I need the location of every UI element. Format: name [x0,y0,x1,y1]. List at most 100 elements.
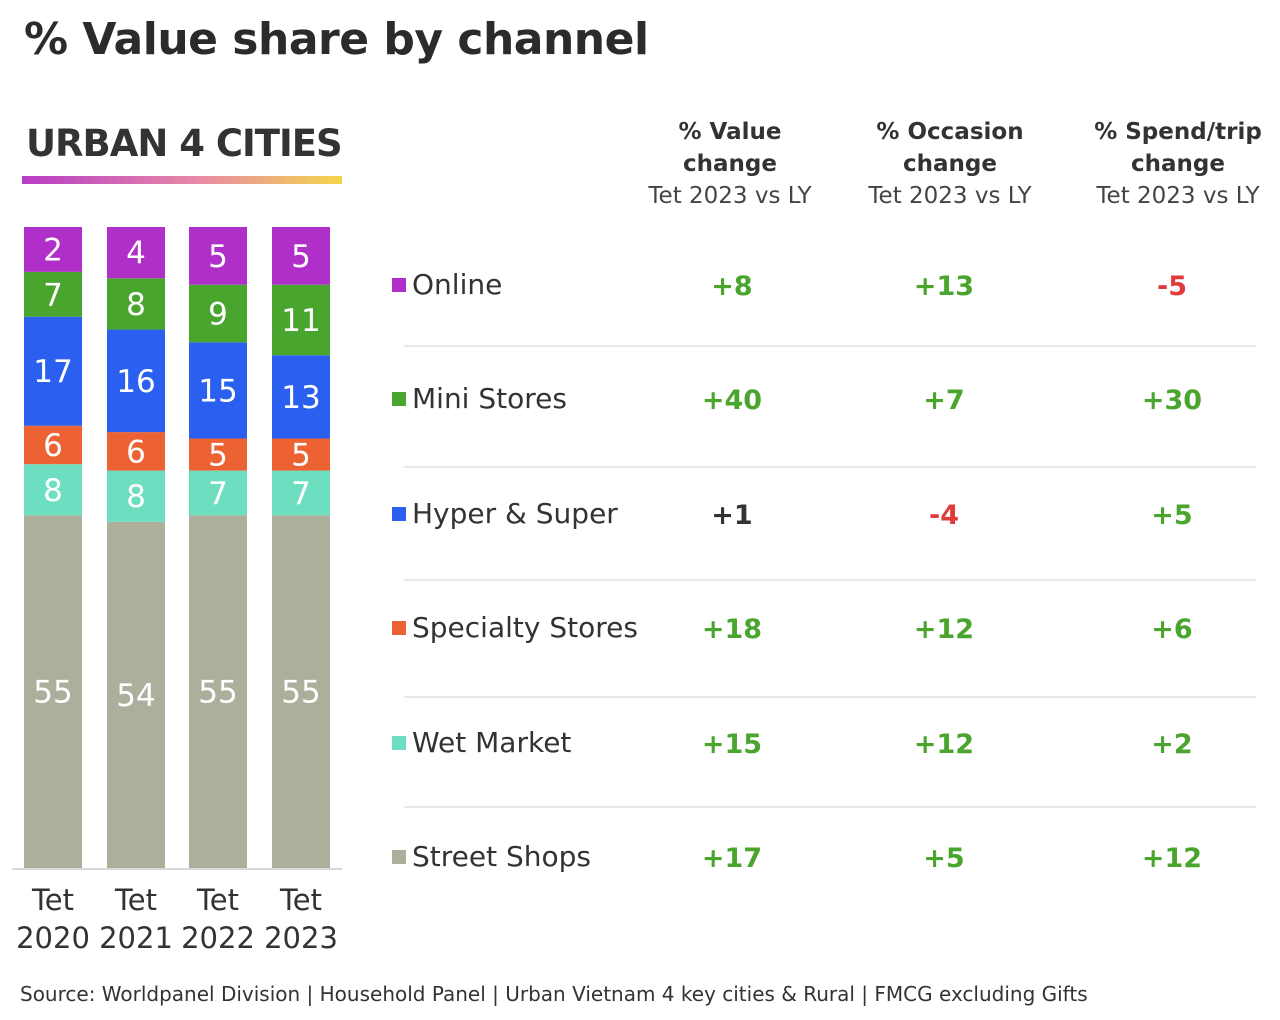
bar-segment-hyper-super [107,329,165,433]
legend-swatch [392,620,406,635]
bar-segment-wet-market [189,470,247,516]
bar-segment-wet-market [24,464,82,516]
bar-segment-online [189,227,247,285]
bar-segment-mini-stores [272,284,330,356]
stacked-bar-chart: 55861772Tet202054861684Tet202155751595Te… [12,227,342,955]
x-tick-label: 2022 [181,921,255,955]
bar-data-label: 5 [291,438,311,474]
table-cell: +8 [711,271,753,302]
legend-item: Wet Market [392,726,692,759]
column-header-line2: change [683,151,777,177]
table-cell: +17 [701,843,763,874]
row-divider [404,466,1256,468]
bar-segment-online [107,227,165,279]
bar-data-label: 8 [126,479,146,515]
table-cell: +5 [1151,500,1193,531]
column-header-sub: Tet 2023 vs LY [648,183,812,209]
bar-data-label: 54 [116,678,155,714]
x-tick-label: Tet [196,883,239,917]
legend-swatch [392,735,406,750]
table-cell: +12 [913,614,975,645]
bar-segment-specialty-stores [107,432,165,471]
bar-data-label: 5 [291,239,311,275]
table-cell: +12 [1141,843,1203,874]
bar-segment-online [272,227,330,285]
bar-segment-mini-stores [107,278,165,330]
bar-data-label: 55 [281,675,320,711]
bar-data-label: 17 [33,354,72,390]
bar-data-label: 7 [43,277,63,313]
legend-label: Mini Stores [412,382,567,415]
legend-swatch [392,277,406,292]
table-cell: +30 [1141,385,1203,416]
bar-segment-wet-market [107,470,165,522]
legend-label: Online [412,268,503,301]
column-header-line2: change [1131,151,1225,177]
table-cell: -4 [929,500,959,531]
x-tick-label: Tet [114,883,157,917]
legend-label: Hyper & Super [412,497,618,530]
table-cell: +12 [913,729,975,760]
table-cell: +5 [923,843,965,874]
bar-segment-mini-stores [24,271,82,317]
x-tick-label: Tet [279,883,322,917]
row-divider [404,696,1256,698]
bar-data-label: 7 [291,476,311,512]
bar-segment-specialty-stores [189,438,247,471]
bar-data-label: 16 [116,364,155,400]
x-tick-label: Tet [31,883,74,917]
legend-item: Street Shops [392,840,692,873]
column-header-line1: % Spend/trip [1094,119,1262,145]
row-divider [404,579,1256,581]
legend-label: Wet Market [412,726,572,759]
column-header-sub: Tet 2023 vs LY [868,183,1032,209]
bar-data-label: 7 [208,476,228,512]
legend-label: Specialty Stores [412,611,638,644]
bar-data-label: 5 [208,239,228,275]
bar-data-label: 6 [43,428,63,464]
bar-segment-street-shops [272,515,330,868]
bar-segment-street-shops [24,515,82,868]
column-header-occasion-change: % Occasion change Tet 2023 vs LY [840,116,1060,212]
bar-data-label: 2 [43,232,63,268]
bar-data-label: 13 [281,380,320,416]
page-title: % Value share by channel [24,14,649,65]
table-cell: +2 [1151,729,1193,760]
source-note: Source: Worldpanel Division | Household … [20,982,1088,1006]
column-header-line2: change [903,151,997,177]
bar-data-label: 55 [33,675,72,711]
x-tick-label: 2020 [16,921,90,955]
table-cell: +15 [701,729,763,760]
bar-data-label: 5 [208,438,228,474]
bar-data-label: 55 [198,675,237,711]
bar-data-label: 4 [126,236,146,272]
bar-data-label: 8 [126,287,146,323]
legend-item: Mini Stores [392,382,692,415]
table-cell: +7 [923,385,965,416]
bar-segment-mini-stores [189,284,247,343]
subtitle-gradient-bar [22,176,342,184]
bar-data-label: 15 [198,373,237,409]
bar-segment-street-shops [189,515,247,868]
bar-data-label: 11 [281,303,320,339]
table-cell: -5 [1157,271,1187,302]
bar-segment-street-shops [107,521,165,868]
chart-subtitle: URBAN 4 CITIES [26,122,343,165]
table-cell: +18 [701,614,763,645]
x-tick-label: 2021 [99,921,173,955]
bar-data-label: 6 [126,434,146,470]
legend-item: Hyper & Super [392,497,692,530]
column-header-line1: % Value [678,119,782,145]
column-header-spend-trip-change: % Spend/trip change Tet 2023 vs LY [1068,116,1280,212]
bar-segment-hyper-super [24,316,82,426]
table-cell: +40 [701,385,763,416]
bar-data-label: 9 [208,297,228,333]
bar-segment-online [24,227,82,272]
column-header-value-change: % Value change Tet 2023 vs LY [620,116,840,212]
bar-segment-wet-market [272,470,330,516]
legend-swatch [392,391,406,406]
bar-segment-specialty-stores [24,425,82,465]
column-header-sub: Tet 2023 vs LY [1096,183,1260,209]
column-header-line1: % Occasion [876,119,1024,145]
bar-segment-specialty-stores [272,438,330,471]
